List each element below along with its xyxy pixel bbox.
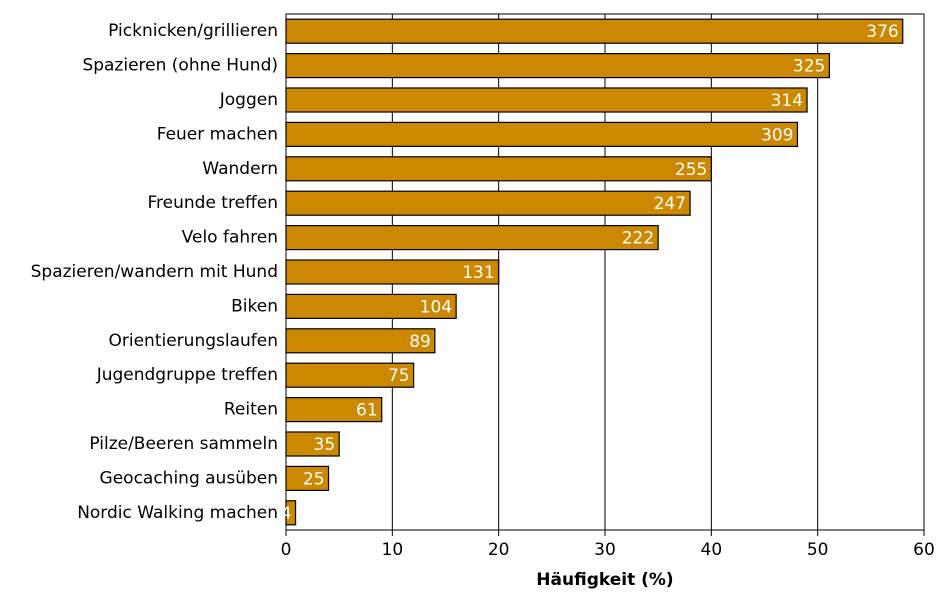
y-tick-label: Wandern (202, 159, 278, 179)
bar (285, 156, 712, 182)
value-label: 255 (675, 160, 707, 180)
value-label: 89 (409, 332, 431, 352)
value-label: 4 (281, 504, 292, 524)
value-label: 75 (388, 366, 410, 386)
x-tick-label: 40 (701, 540, 723, 560)
y-tick-label: Pilze/Beeren sammeln (89, 434, 278, 454)
bar (285, 362, 415, 388)
x-tick-label: 20 (488, 540, 510, 560)
x-tick-label: 30 (594, 540, 616, 560)
y-tick-label: Spazieren (ohne Hund) (82, 56, 278, 76)
value-label: 131 (462, 263, 494, 283)
value-label: 25 (303, 469, 325, 489)
y-tick-label: Feuer machen (157, 124, 278, 144)
y-tick-label: Jugendgruppe treffen (96, 365, 278, 385)
bar (285, 225, 659, 251)
bar (285, 190, 691, 216)
value-label: 314 (771, 91, 803, 111)
y-tick-label: Velo fahren (182, 228, 278, 248)
x-tick-label: 50 (807, 540, 829, 560)
value-label: 222 (622, 229, 654, 249)
x-tick-label: 60 (913, 540, 935, 560)
value-label: 309 (761, 125, 793, 145)
bar (285, 500, 297, 526)
y-tick-label: Spazieren/wandern mit Hund (31, 262, 278, 282)
bar (285, 121, 799, 148)
y-tick-label: Biken (231, 296, 278, 316)
bar (285, 52, 830, 79)
value-label: 325 (793, 57, 825, 77)
bar (285, 431, 340, 457)
value-label: 35 (314, 435, 336, 455)
value-label: 376 (866, 22, 898, 42)
bar (285, 465, 330, 491)
x-axis-label: Häufigkeit (%) (536, 570, 673, 590)
value-label: 61 (356, 401, 378, 421)
value-label: 247 (654, 194, 686, 214)
y-tick-label: Joggen (219, 90, 278, 110)
bar (285, 259, 500, 285)
bar (285, 328, 436, 354)
bar (285, 87, 808, 113)
y-tick-label: Geocaching ausüben (100, 468, 278, 488)
bar (285, 18, 904, 44)
bar (285, 293, 457, 319)
y-tick-label: Nordic Walking machen (77, 503, 278, 523)
x-tick-label: 10 (382, 540, 404, 560)
y-tick-label: Orientierungslaufen (109, 331, 279, 351)
y-tick-label: Reiten (224, 400, 278, 420)
value-label: 104 (420, 297, 452, 317)
y-tick-label: Picknicken/grillieren (108, 21, 278, 41)
y-tick-label: Freunde treffen (147, 193, 278, 213)
bar (285, 397, 383, 423)
x-tick-label: 0 (281, 540, 292, 560)
